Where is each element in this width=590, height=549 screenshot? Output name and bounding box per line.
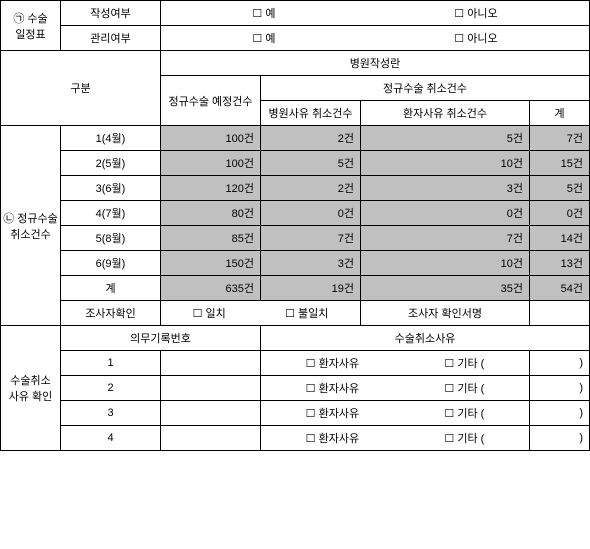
patient-cell: 7건 (361, 226, 530, 251)
row2-yes[interactable]: ☐ 예 (252, 30, 275, 46)
scheduled-cell: 150건 (161, 251, 261, 276)
gubun-header: 구분 (1, 51, 161, 126)
opt-patient[interactable]: ☐ 환자사유 (306, 430, 359, 446)
month-cell: 3(6월) (61, 176, 161, 201)
opt-patient[interactable]: ☐ 환자사유 (306, 380, 359, 396)
hosp-cell: 0건 (261, 201, 361, 226)
reason-options: ☐ 환자사유 ☐ 기타 ( (261, 351, 530, 376)
month-cell: 계 (61, 276, 161, 301)
reason-options: ☐ 환자사유 ☐ 기타 ( (261, 426, 530, 451)
patient-cell: 35건 (361, 276, 530, 301)
total-cell: 13건 (530, 251, 590, 276)
cancel-reason-header: 수술취소사유 (261, 326, 590, 351)
total-header: 계 (530, 101, 590, 126)
verify-options: ☐ 일치 ☐ 불일치 (161, 301, 361, 326)
scheduled-cell: 80건 (161, 201, 261, 226)
s3-idx: 4 (61, 426, 161, 451)
scheduled-cell: 100건 (161, 151, 261, 176)
s3-idx: 3 (61, 401, 161, 426)
scheduled-cell: 635건 (161, 276, 261, 301)
hosp-cell: 7건 (261, 226, 361, 251)
hosp-cell: 2건 (261, 176, 361, 201)
signature-label: 조사자 확인서명 (361, 301, 530, 326)
reason-options: ☐ 환자사유 ☐ 기타 ( (261, 376, 530, 401)
patient-cell: 10건 (361, 151, 530, 176)
patient-cell: 5건 (361, 126, 530, 151)
total-cell: 5건 (530, 176, 590, 201)
scheduled-header: 정규수술 예정건수 (161, 76, 261, 126)
month-cell: 1(4월) (61, 126, 161, 151)
record-field[interactable] (161, 351, 261, 376)
verify-match[interactable]: ☐ 일치 (193, 305, 226, 321)
signature-field[interactable] (530, 301, 590, 326)
cancelled-header: 정규수술 취소건수 (261, 76, 590, 101)
total-cell: 14건 (530, 226, 590, 251)
scheduled-cell: 120건 (161, 176, 261, 201)
opt-other[interactable]: ☐ 기타 ( (444, 380, 484, 396)
verify-mismatch[interactable]: ☐ 불일치 (285, 305, 328, 321)
patient-cell: 10건 (361, 251, 530, 276)
total-cell: 0건 (530, 201, 590, 226)
total-cell: 54건 (530, 276, 590, 301)
total-cell: 7건 (530, 126, 590, 151)
total-cell: 15건 (530, 151, 590, 176)
month-cell: 4(7월) (61, 201, 161, 226)
row2-options: ☐ 예 ☐ 아니오 (161, 26, 590, 51)
record-field[interactable] (161, 426, 261, 451)
scheduled-cell: 85건 (161, 226, 261, 251)
section1-label: ㉠ 수술일정표 (1, 1, 61, 51)
hosp-cell: 3건 (261, 251, 361, 276)
hosp-reason-header: 병원사유 취소건수 (261, 101, 361, 126)
month-cell: 6(9월) (61, 251, 161, 276)
close-paren: ) (530, 376, 590, 401)
hosp-cell: 2건 (261, 126, 361, 151)
opt-other[interactable]: ☐ 기타 ( (444, 405, 484, 421)
patient-reason-header: 환자사유 취소건수 (361, 101, 530, 126)
row2-label: 관리여부 (61, 26, 161, 51)
record-number-header: 의무기록번호 (61, 326, 261, 351)
patient-cell: 3건 (361, 176, 530, 201)
section2-label: ㉡ 정규수술취소건수 (1, 126, 61, 326)
record-field[interactable] (161, 376, 261, 401)
row2-no[interactable]: ☐ 아니오 (454, 30, 497, 46)
opt-other[interactable]: ☐ 기타 ( (444, 430, 484, 446)
reason-options: ☐ 환자사유 ☐ 기타 ( (261, 401, 530, 426)
opt-patient[interactable]: ☐ 환자사유 (306, 355, 359, 371)
month-cell: 5(8월) (61, 226, 161, 251)
form-table: ㉠ 수술일정표 작성여부 ☐ 예 ☐ 아니오 관리여부 ☐ 예 ☐ 아니오 구분… (0, 0, 590, 451)
opt-patient[interactable]: ☐ 환자사유 (306, 405, 359, 421)
verify-label: 조사자확인 (61, 301, 161, 326)
patient-cell: 0건 (361, 201, 530, 226)
hosp-cell: 5건 (261, 151, 361, 176)
hospital-section-header: 병원작성란 (161, 51, 590, 76)
row1-options: ☐ 예 ☐ 아니오 (161, 1, 590, 26)
row1-yes[interactable]: ☐ 예 (252, 5, 275, 21)
s3-idx: 2 (61, 376, 161, 401)
close-paren: ) (530, 401, 590, 426)
close-paren: ) (530, 351, 590, 376)
s3-idx: 1 (61, 351, 161, 376)
opt-other[interactable]: ☐ 기타 ( (444, 355, 484, 371)
row1-no[interactable]: ☐ 아니오 (454, 5, 497, 21)
record-field[interactable] (161, 401, 261, 426)
hosp-cell: 19건 (261, 276, 361, 301)
close-paren: ) (530, 426, 590, 451)
month-cell: 2(5월) (61, 151, 161, 176)
section3-label: 수술취소사유 확인 (1, 326, 61, 451)
row1-label: 작성여부 (61, 1, 161, 26)
scheduled-cell: 100건 (161, 126, 261, 151)
